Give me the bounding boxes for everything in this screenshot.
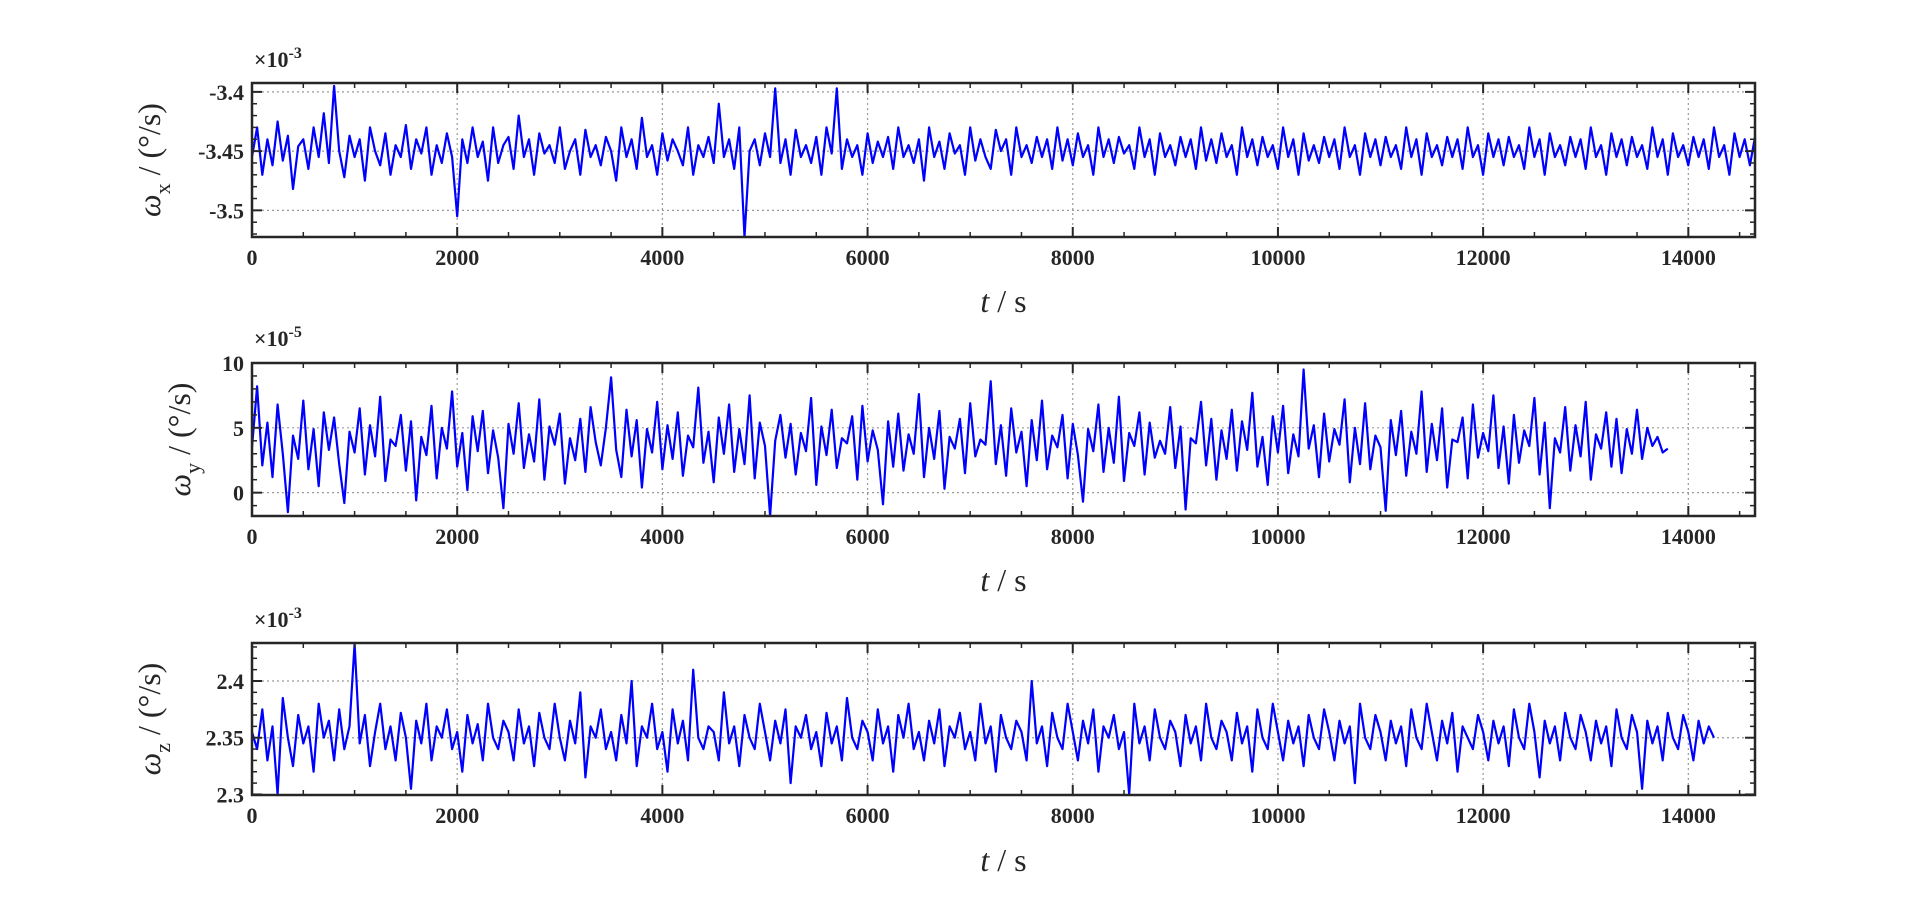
x-tick-label: 0 xyxy=(247,245,258,270)
y-exponent-label: ×10-3 xyxy=(254,45,302,72)
x-tick-label: 12000 xyxy=(1456,803,1511,828)
x-tick-label: 2000 xyxy=(435,803,479,828)
x-tick-label: 0 xyxy=(247,524,258,549)
x-tick-label: 8000 xyxy=(1051,524,1095,549)
x-tick-label: 6000 xyxy=(846,803,890,828)
y-tick-label: 2.4 xyxy=(217,669,245,694)
x-tick-label: 8000 xyxy=(1051,803,1095,828)
y-axis-label: ωz / (°/s) xyxy=(131,663,175,776)
x-axis-label: t / s xyxy=(980,283,1026,319)
y-tick-label: -3.45 xyxy=(198,139,244,164)
x-tick-label: 6000 xyxy=(846,524,890,549)
chart-panel-z: 0 2000 4000 6000 8000 10000 12000 14000 2.3 2.35 2… xyxy=(131,605,1757,878)
x-tick-label: 12000 xyxy=(1456,524,1511,549)
x-tick-label: 12000 xyxy=(1456,245,1511,270)
y-axis-label: ωx / (°/s) xyxy=(131,103,175,217)
x-tick-label: 10000 xyxy=(1250,524,1305,549)
x-axis-label: t / s xyxy=(980,842,1026,878)
x-tick-label: 8000 xyxy=(1051,245,1095,270)
data-series-line xyxy=(250,368,1669,518)
x-tick-label: 2000 xyxy=(435,245,479,270)
x-tick-label: 4000 xyxy=(640,524,684,549)
y-tick-label: 5 xyxy=(233,416,244,441)
x-tick-label: 14000 xyxy=(1661,245,1716,270)
x-tick-label: 14000 xyxy=(1661,803,1716,828)
y-tick-label: 2.3 xyxy=(217,782,245,807)
axes-box xyxy=(250,361,1757,518)
axes-box xyxy=(250,641,1757,797)
y-exponent-label: ×10-3 xyxy=(254,605,302,632)
data-series-line xyxy=(250,642,1715,796)
y-tick-label: 2.35 xyxy=(206,726,245,751)
x-tick-label: 10000 xyxy=(1250,245,1305,270)
data-series-line xyxy=(250,84,1757,239)
y-exponent-label: ×10-5 xyxy=(254,324,302,351)
x-tick-label: 4000 xyxy=(640,803,684,828)
x-tick-label: 6000 xyxy=(846,245,890,270)
x-tick-label: 0 xyxy=(247,803,258,828)
x-tick-label: 2000 xyxy=(435,524,479,549)
plot-area xyxy=(252,643,1755,795)
y-tick-label: 10 xyxy=(222,351,244,376)
y-axis-label: ωy / (°/s) xyxy=(161,383,205,497)
x-tick-label: 14000 xyxy=(1661,524,1716,549)
x-tick-label: 4000 xyxy=(640,245,684,270)
axes-box xyxy=(250,81,1757,239)
x-tick-label: 10000 xyxy=(1250,803,1305,828)
y-tick-label: -3.4 xyxy=(209,80,244,105)
y-tick-label: 0 xyxy=(233,481,244,506)
chart-panel-x: 0 2000 4000 6000 8000 10000 12000 14000 -3.5 -3.4… xyxy=(131,45,1757,319)
chart-panel-y: 0 2000 4000 6000 8000 10000 12000 14000 0 5 10 ×10-… xyxy=(161,324,1757,598)
plot-area xyxy=(252,83,1755,237)
x-axis-label: t / s xyxy=(980,562,1026,598)
y-tick-label: -3.5 xyxy=(209,198,244,223)
